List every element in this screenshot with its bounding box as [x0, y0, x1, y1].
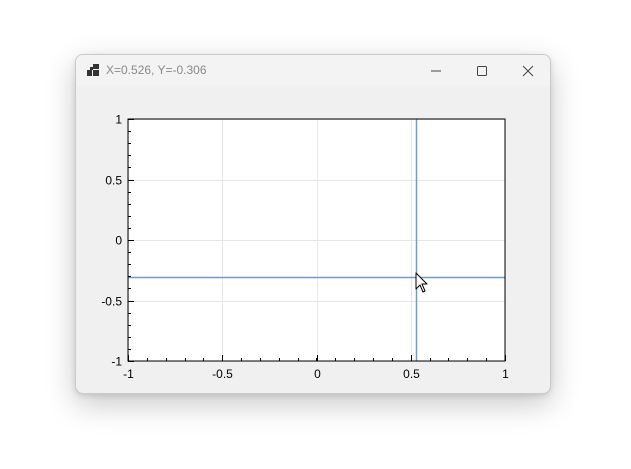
plot-canvas[interactable]: -1 -0.5 0 0.5 1 1 0.5 0 -0.5 -1 — [76, 86, 550, 393]
x-tick-label: -1 — [123, 367, 134, 381]
x-tick-label: -0.5 — [212, 367, 233, 381]
y-tick-label: -0.5 — [101, 295, 122, 309]
y-tick-label: 1 — [115, 113, 122, 127]
app-window: X=0.526, Y=-0.306 -1 -0.5 0 0.5 1 1 0.5 0 -0.5 — [75, 54, 551, 394]
maximize-icon — [477, 65, 487, 76]
minimize-icon — [431, 70, 441, 71]
axis-tick-labels: -1 -0.5 0 0.5 1 1 0.5 0 -0.5 -1 — [101, 113, 509, 382]
x-tick-label: 0 — [314, 367, 321, 381]
maximize-button[interactable] — [459, 55, 505, 86]
minimize-button[interactable] — [413, 55, 459, 86]
x-tick-label: 1 — [502, 367, 509, 381]
mouse-cursor — [415, 272, 428, 293]
close-button[interactable] — [505, 55, 550, 86]
y-tick-label: 0 — [115, 234, 122, 248]
y-tick-label: 0.5 — [105, 174, 122, 188]
crosshair — [128, 119, 505, 361]
app-icon — [87, 64, 99, 76]
close-icon — [522, 65, 534, 76]
axis-ticks — [128, 119, 506, 362]
plot-area-container: -1 -0.5 0 0.5 1 1 0.5 0 -0.5 -1 — [76, 86, 550, 393]
y-tick-label: -1 — [111, 355, 122, 369]
title-bar[interactable]: X=0.526, Y=-0.306 — [76, 55, 550, 86]
window-title: X=0.526, Y=-0.306 — [106, 63, 207, 77]
x-tick-label: 0.5 — [403, 367, 420, 381]
